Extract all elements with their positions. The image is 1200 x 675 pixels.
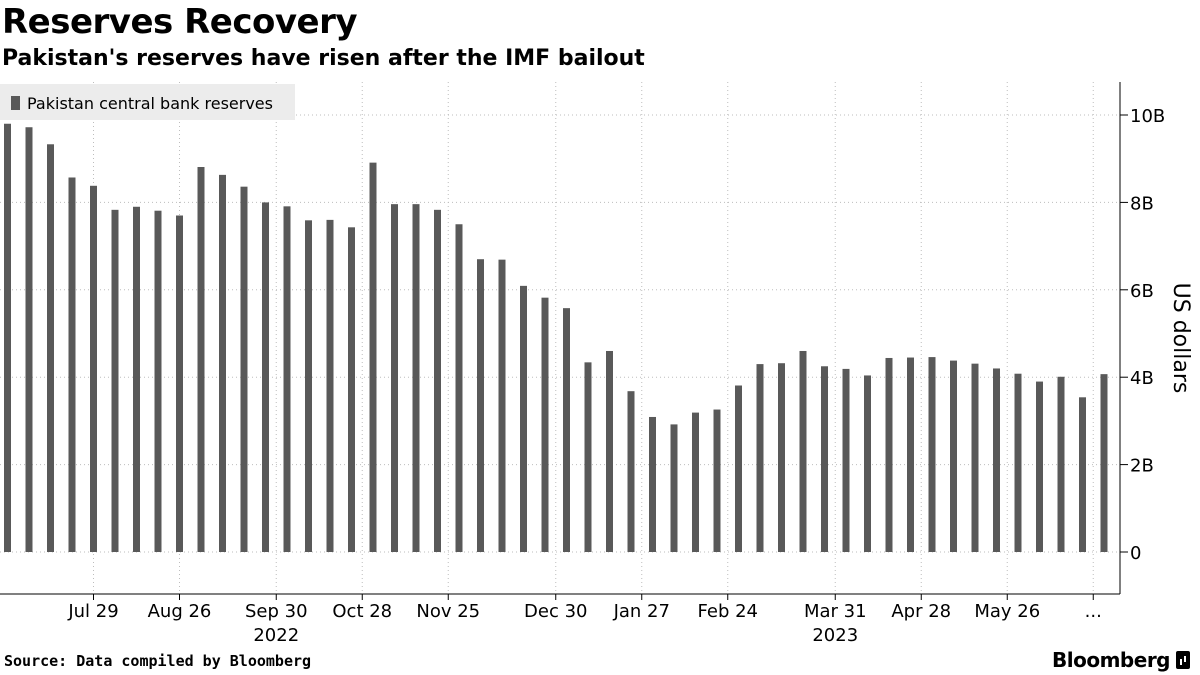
- y-axis-label: US dollars: [1168, 283, 1193, 394]
- bar: [713, 409, 721, 552]
- bar: [584, 362, 592, 552]
- bloomberg-chart-icon: [1176, 651, 1190, 669]
- bar: [670, 424, 678, 552]
- bar: [928, 357, 936, 552]
- x-tick-label: Dec 30: [524, 601, 587, 622]
- bar: [1014, 373, 1022, 552]
- x-tick-label: Mar 31: [804, 601, 867, 622]
- bar: [176, 215, 183, 552]
- x-tick-label: Oct 28: [332, 601, 392, 622]
- x-year-label: 2023: [812, 625, 858, 646]
- x-tick-label: Sep 30: [245, 601, 308, 622]
- bar: [993, 368, 1000, 552]
- bar: [262, 202, 269, 552]
- bar: [606, 350, 613, 552]
- y-tick-label: 6B: [1130, 281, 1154, 302]
- legend-swatch: [11, 96, 20, 110]
- bar: [778, 363, 785, 552]
- bar: [907, 357, 914, 552]
- bar: [283, 206, 291, 552]
- bar: [391, 204, 398, 552]
- x-tick-label: Nov 25: [416, 601, 480, 622]
- bar: [197, 167, 205, 553]
- bar: [326, 219, 334, 552]
- axes: 0 2B 4B 6B 8B 10B Jul 29 Aug 26 Sep 30 2022 Oct 28…: [0, 82, 1165, 646]
- bar: [1079, 397, 1086, 552]
- bar: [477, 259, 484, 552]
- bar: [4, 123, 11, 553]
- bar: [154, 210, 162, 552]
- legend-label: Pakistan central bank reserves: [27, 94, 273, 113]
- bar: [971, 363, 979, 552]
- bar: [541, 297, 549, 552]
- legend: Pakistan central bank reserves: [0, 84, 295, 120]
- bar: [885, 357, 893, 552]
- bar: [520, 285, 527, 552]
- x-tick-label: Jan 27: [613, 601, 670, 622]
- y-tick-label: 8B: [1130, 193, 1154, 214]
- bar: [47, 144, 54, 553]
- bar: [649, 416, 656, 552]
- bar: [68, 177, 76, 552]
- bar: [563, 308, 570, 552]
- bar: [455, 224, 463, 552]
- chart-subtitle: Pakistan's reserves have risen after the…: [2, 46, 645, 71]
- bar: [756, 364, 764, 552]
- bar: [219, 174, 226, 552]
- x-tick-label: Apr 28: [891, 601, 951, 622]
- bars: [4, 123, 1108, 553]
- x-year-label: 2022: [253, 625, 299, 646]
- y-tick-label: 0: [1130, 543, 1141, 564]
- bar: [412, 204, 420, 552]
- bar: [111, 209, 119, 553]
- bar: [692, 412, 699, 552]
- bar: [1057, 376, 1065, 552]
- y-tick-label: 2B: [1130, 456, 1154, 477]
- x-tick-label: ...: [1085, 601, 1102, 622]
- x-tick-label: Jul 29: [67, 601, 118, 622]
- bar: [842, 368, 850, 552]
- bar: [1100, 374, 1108, 552]
- bar: [627, 391, 635, 552]
- bar: [348, 227, 355, 552]
- brand-logo: Bloomberg: [1052, 648, 1190, 672]
- bar: [498, 259, 506, 552]
- x-tick-label: Feb 24: [698, 601, 759, 622]
- bar: [735, 385, 742, 552]
- legend-background: [0, 84, 295, 120]
- brand-name: Bloomberg: [1052, 648, 1170, 672]
- x-tick-label: May 26: [974, 601, 1040, 622]
- bar: [821, 366, 828, 552]
- bar: [133, 206, 140, 552]
- bar: [25, 127, 33, 553]
- bar: [240, 186, 248, 552]
- bar: [434, 209, 441, 553]
- bar: [305, 220, 312, 552]
- bar: [90, 185, 97, 552]
- chart-title: Reserves Recovery: [2, 2, 358, 42]
- bar: [864, 375, 871, 552]
- bar: [369, 162, 377, 552]
- bar: [799, 350, 807, 552]
- y-tick-label: 4B: [1130, 368, 1154, 389]
- y-tick-label: 10B: [1130, 106, 1165, 127]
- bar: [950, 360, 957, 552]
- x-tick-label: Aug 26: [148, 601, 212, 622]
- source-note: Source: Data compiled by Bloomberg: [4, 652, 312, 670]
- bar: [1036, 381, 1043, 552]
